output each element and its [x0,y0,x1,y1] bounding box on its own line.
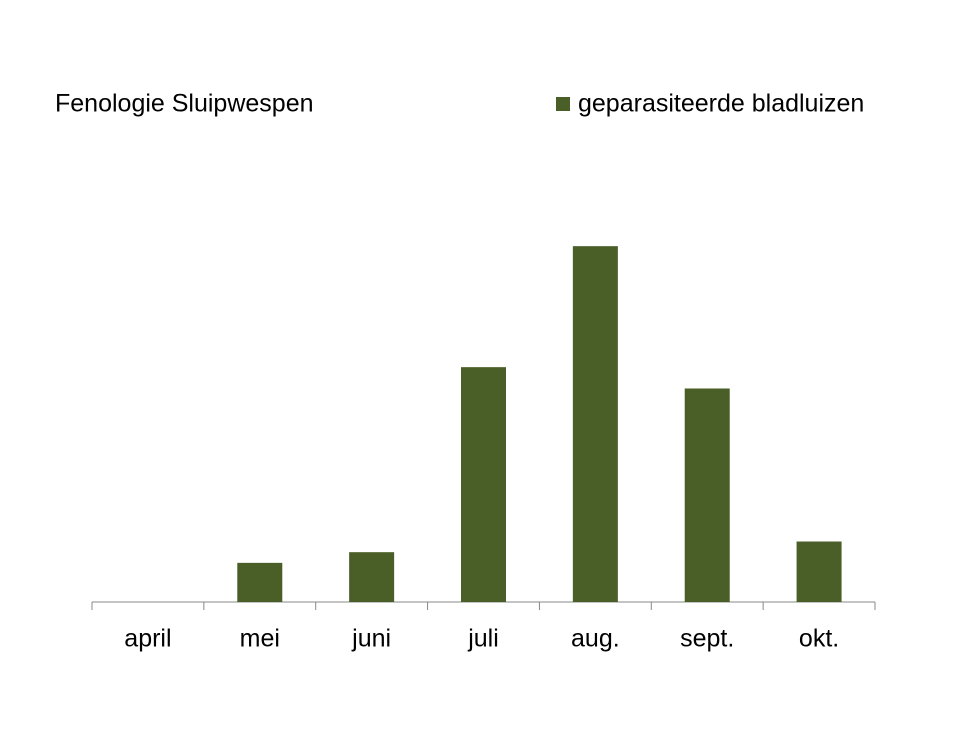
x-tick-label: mei [240,625,280,653]
x-tick-label: april [124,625,171,653]
chart-title: Fenologie Sluipwespen [55,90,314,118]
x-tick-label: okt. [799,625,839,653]
legend-swatch [556,97,570,111]
x-tick-label: sept. [680,625,734,653]
x-tick-label: aug. [571,625,620,653]
x-tick-label: juli [467,625,499,653]
bar [237,562,283,602]
bar [572,246,618,602]
bar [461,367,506,602]
bar [349,552,395,602]
x-tick-label: juni [351,625,391,653]
bar [796,541,842,602]
bar [684,388,730,602]
legend-label: geparasiteerde bladluizen [578,90,864,118]
